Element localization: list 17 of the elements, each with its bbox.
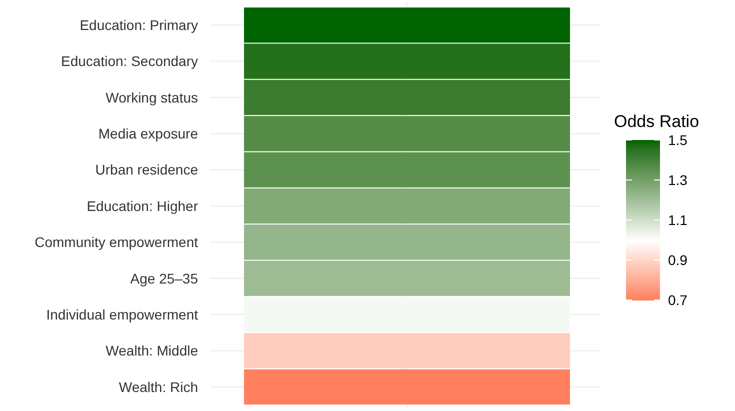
color-bar-label: 1.3: [668, 172, 688, 188]
y-tick-label: Age 25–35: [130, 270, 198, 286]
color-bar-label: 0.9: [668, 252, 688, 268]
y-tick-label: Media exposure: [98, 126, 198, 142]
y-tick-label: Urban residence: [95, 162, 198, 178]
color-bar-title: Odds Ratio: [614, 112, 700, 131]
y-tick-label: Working status: [106, 89, 198, 106]
y-tick-label: Individual empowerment: [46, 306, 198, 322]
y-tick-label: Wealth: Rich: [118, 378, 198, 395]
color-bar-label: 1.1: [668, 212, 688, 228]
color-bar-label: 1.5: [668, 132, 688, 148]
y-tick-label: Wealth: Middle: [106, 342, 198, 359]
y-tick-label: Education: Higher: [86, 198, 198, 214]
color-bar-label: 0.7: [668, 292, 688, 308]
y-tick-label: Community empowerment: [34, 234, 198, 250]
y-tick-label: Education: Primary: [80, 16, 198, 33]
y-tick-label: Education: Secondary: [61, 53, 198, 70]
